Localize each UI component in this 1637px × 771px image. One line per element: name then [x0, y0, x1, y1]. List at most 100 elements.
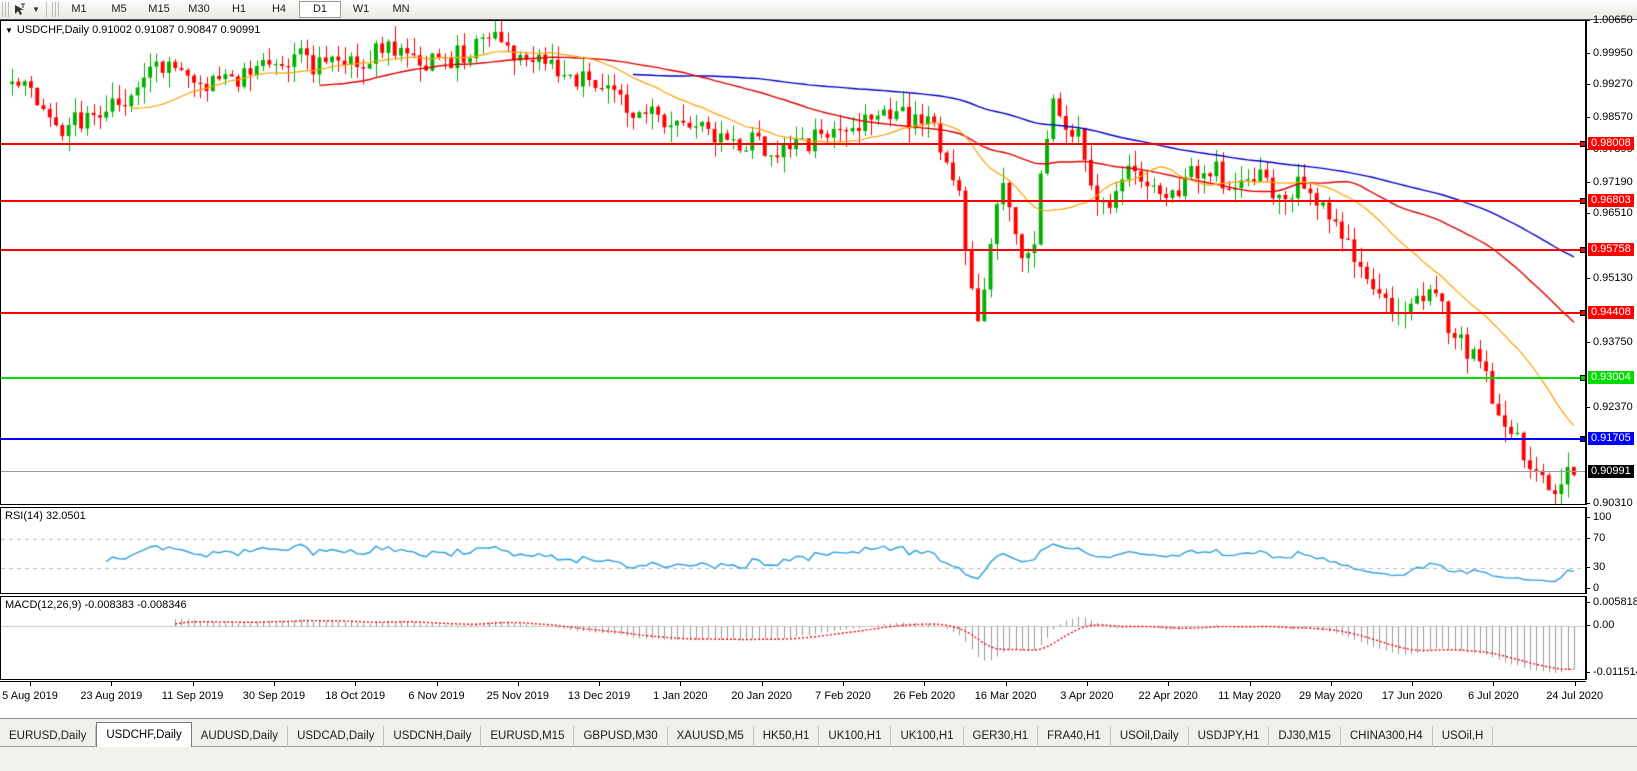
chart-header-text: USDCHF,Daily 0.91002 0.91087 0.90847 0.9… — [16, 24, 261, 36]
macd-panel[interactable]: MACD(12,26,9) -0.008383 -0.008346 — [0, 596, 1586, 680]
toolbar-drag-handle[interactable] — [2, 2, 9, 17]
date-tick — [1168, 682, 1170, 686]
chart-tab-audusd-daily[interactable]: AUDUSD,Daily — [192, 726, 289, 747]
date-tick — [1412, 682, 1414, 686]
timeframe-m30[interactable]: M30 — [188, 3, 210, 15]
date-tick — [1330, 682, 1332, 686]
price-level-line-0.94408[interactable] — [1, 309, 1586, 316]
rsi-axis: 100 70 30 0 — [1586, 507, 1637, 594]
chart-tab-usoil-daily[interactable]: USOil,Daily — [1111, 726, 1189, 747]
date-tick — [1249, 682, 1251, 686]
price-level-handle[interactable] — [1580, 375, 1586, 382]
chart-tab-china300-h4[interactable]: CHINA300,H4 — [1341, 726, 1433, 747]
date-label: 30 Sep 2019 — [242, 690, 306, 702]
date-tick — [436, 682, 438, 686]
date-label: 17 Jun 2020 — [1381, 690, 1443, 702]
toolbar-separator — [46, 2, 47, 17]
date-label: 6 Jul 2020 — [1468, 690, 1519, 702]
price-level-line-0.93004[interactable] — [1, 375, 1586, 382]
macd-header: MACD(12,26,9) -0.008383 -0.008346 — [5, 599, 187, 611]
price-level-line-0.91705[interactable] — [1, 435, 1586, 442]
rsi-tick: 30 — [1587, 561, 1637, 573]
price-level-handle[interactable] — [1580, 141, 1586, 148]
timeframe-h1[interactable]: H1 — [231, 3, 247, 15]
timeframe-group-handle[interactable] — [52, 2, 59, 17]
chart-tab-dj30-m15[interactable]: DJ30,M15 — [1269, 726, 1341, 747]
price-level-line-0.98008[interactable] — [1, 141, 1586, 148]
chart-tab-usdcnh-daily[interactable]: USDCNH,Daily — [384, 726, 482, 747]
chart-tab-xauusd-m5[interactable]: XAUUSD,M5 — [668, 726, 754, 747]
date-label: 24 Jul 2020 — [1546, 690, 1604, 702]
date-tick — [1005, 682, 1007, 686]
chart-tab-eurusd-daily[interactable]: EURUSD,Daily — [0, 726, 97, 747]
date-tick — [192, 682, 194, 686]
chart-menu-caret-icon[interactable]: ▼ — [5, 25, 13, 35]
timeframe-d1[interactable]: D1 — [299, 1, 341, 18]
chevron-down-icon[interactable]: ▼ — [32, 5, 40, 14]
date-label: 6 Nov 2019 — [408, 690, 465, 702]
rsi-header: RSI(14) 32.0501 — [5, 510, 86, 522]
price-level-label-0.94408[interactable]: 0.94408 — [1588, 305, 1634, 319]
current-price-line — [1, 471, 1585, 473]
chart-tab-uk100-h1[interactable]: UK100,H1 — [819, 726, 892, 747]
date-label: 5 Aug 2019 — [2, 690, 58, 702]
terminal-strip — [0, 747, 1637, 771]
date-label: 25 Nov 2019 — [486, 690, 549, 702]
macd-tick: 0.00 — [1587, 619, 1637, 631]
price-tick: 0.96510 — [1587, 207, 1637, 219]
date-tick — [30, 682, 31, 686]
price-level-line-0.95758[interactable] — [1, 246, 1586, 253]
price-level-handle[interactable] — [1580, 435, 1586, 442]
date-label: 16 Mar 2020 — [974, 690, 1037, 702]
price-tick: 0.98570 — [1587, 111, 1637, 123]
chart-tabs: EURUSD,Daily USDCHF,Daily AUDUSD,Daily USDC… — [0, 722, 1494, 747]
price-tick: 0.99270 — [1587, 78, 1637, 90]
chart-tab-usdcad-daily[interactable]: USDCAD,Daily — [288, 726, 385, 747]
price-level-handle[interactable] — [1580, 309, 1586, 316]
cursor-crosshair-icon[interactable] — [9, 1, 29, 18]
timeframe-mn[interactable]: MN — [392, 3, 410, 15]
chart-tab-usoil-h[interactable]: USOil,H — [1433, 726, 1494, 747]
date-label: 29 May 2020 — [1298, 690, 1363, 702]
timeframe-m15[interactable]: M15 — [148, 3, 170, 15]
chart-tab-hk50-h1[interactable]: HK50,H1 — [754, 726, 820, 747]
date-tick — [680, 682, 682, 686]
date-label: 13 Dec 2019 — [567, 690, 631, 702]
price-level-handle[interactable] — [1580, 246, 1586, 253]
timeframe-h4[interactable]: H4 — [271, 3, 287, 15]
date-tick — [924, 682, 926, 686]
price-level-label-0.90991[interactable]: 0.90991 — [1588, 465, 1634, 479]
date-label: 18 Oct 2019 — [325, 690, 386, 702]
timeframe-toolbar: ▼ M1 M5 M15 M30 H1 H4 D1 W1 MN — [0, 0, 1637, 20]
price-level-label-0.93004[interactable]: 0.93004 — [1588, 371, 1634, 385]
price-chart-panel[interactable]: ▼ USDCHF,Daily 0.91002 0.91087 0.90847 0… — [0, 20, 1586, 505]
chart-tab-ger30-h1[interactable]: GER30,H1 — [964, 726, 1039, 747]
timeframe-m1[interactable]: M1 — [71, 3, 87, 15]
date-tick — [517, 682, 519, 686]
chart-tab-usdchf-daily[interactable]: USDCHF,Daily — [96, 722, 192, 747]
chart-tab-gbpusd-m30[interactable]: GBPUSD,M30 — [574, 726, 668, 747]
timeframe-w1[interactable]: W1 — [352, 3, 370, 15]
chart-tab-eurusd-m15[interactable]: EURUSD,M15 — [481, 726, 575, 747]
chart-tab-fra40-h1[interactable]: FRA40,H1 — [1038, 726, 1111, 747]
date-label: 26 Feb 2020 — [893, 690, 956, 702]
chart-tab-bar: EURUSD,Daily USDCHF,Daily AUDUSD,Daily USDC… — [0, 718, 1637, 771]
chart-tab-usdjpy-h1[interactable]: USDJPY,H1 — [1189, 726, 1270, 747]
price-level-handle[interactable] — [1580, 197, 1586, 204]
price-level-label-0.98008[interactable]: 0.98008 — [1588, 137, 1634, 151]
price-tick: 0.97190 — [1587, 176, 1637, 188]
price-level-label-0.96803[interactable]: 0.96803 — [1588, 193, 1634, 207]
chart-tab-uk100-h1[interactable]: UK100,H1 — [891, 726, 964, 747]
date-tick — [111, 682, 113, 686]
chart-area: ▼ USDCHF,Daily 0.91002 0.91087 0.90847 0… — [0, 14, 1637, 718]
timeframe-m5[interactable]: M5 — [111, 3, 127, 15]
price-level-label-0.91705[interactable]: 0.91705 — [1588, 431, 1634, 445]
date-axis[interactable]: 5 Aug 2019 23 Aug 2019 11 Sep 2019 30 Sep 2… — [0, 681, 1603, 718]
price-tick: 0.90310 — [1587, 497, 1637, 509]
price-axis[interactable]: 1.006500.999500.992700.985700.978900.971… — [1586, 14, 1637, 509]
price-level-line-0.96803[interactable] — [1, 197, 1586, 204]
rsi-panel[interactable]: RSI(14) 32.0501 — [0, 507, 1586, 594]
price-tick: 0.99950 — [1587, 47, 1637, 59]
price-level-label-0.95758[interactable]: 0.95758 — [1588, 242, 1634, 256]
